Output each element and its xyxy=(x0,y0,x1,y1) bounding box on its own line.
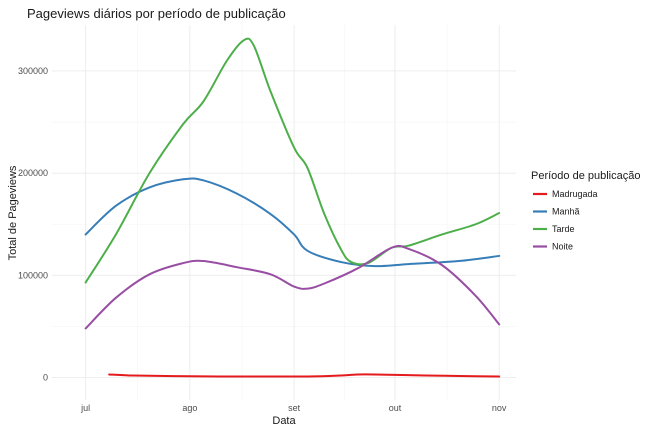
y-axis-ticks: 0 100000 200000 300000 xyxy=(18,66,48,383)
y-tick-label: 200000 xyxy=(18,168,48,178)
legend-label: Tarde xyxy=(552,224,575,234)
series-lines xyxy=(84,37,501,378)
x-tick-label: out xyxy=(389,403,402,413)
y-axis-title: Total de Pageviews xyxy=(7,165,19,260)
legend-label: Manhã xyxy=(552,207,580,217)
y-tick-label: 100000 xyxy=(18,270,48,280)
legend-title: Período de publicação xyxy=(531,170,640,182)
legend: Período de publicação Madrugada Manhã Tard… xyxy=(531,170,640,252)
x-tick-label: nov xyxy=(492,403,507,413)
chart-title: Pageviews diários por período de publica… xyxy=(27,6,286,21)
legend-label: Madrugada xyxy=(552,189,598,199)
x-axis-title: Data xyxy=(272,415,296,427)
series-line-madrugada xyxy=(108,373,501,378)
x-tick-label: set xyxy=(288,403,301,413)
series-line-tarde xyxy=(84,37,501,284)
y-tick-label: 300000 xyxy=(18,66,48,76)
series-line-noite xyxy=(84,244,501,330)
x-axis-ticks: jul ago set out nov xyxy=(80,403,507,413)
x-tick-label: ago xyxy=(182,403,197,413)
legend-items: Madrugada Manhã Tarde Noite xyxy=(533,189,598,252)
y-tick-label: 0 xyxy=(43,373,48,383)
x-tick-label: jul xyxy=(80,403,90,413)
series-line-manhã xyxy=(84,177,501,268)
legend-label: Noite xyxy=(552,242,573,252)
